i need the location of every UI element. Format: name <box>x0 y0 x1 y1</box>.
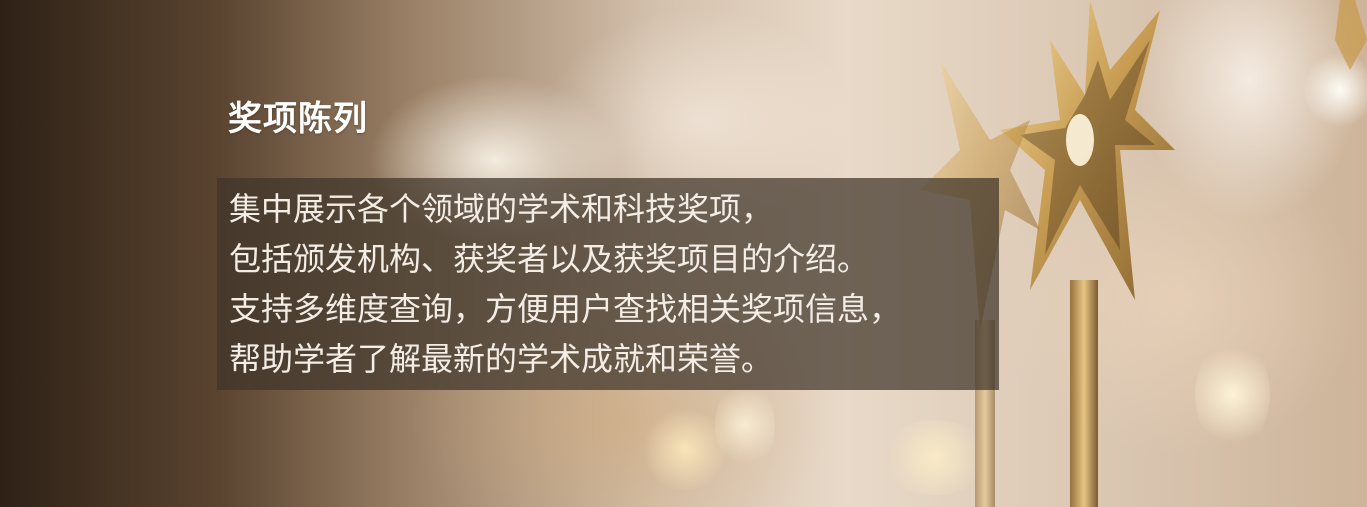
bokeh-light <box>640 410 730 490</box>
description-line: 帮助学者了解最新的学术成就和荣誉。 <box>229 340 774 378</box>
bokeh-light <box>1195 340 1270 450</box>
star-trophy-icon <box>1335 0 1367 70</box>
star-trophy-icon <box>920 0 1175 507</box>
description-line: 集中展示各个领域的学术和科技奖项， <box>229 190 774 228</box>
description-line: 包括颁发机构、获奖者以及获奖项目的介绍。 <box>229 240 870 278</box>
description-line: 支持多维度查询，方便用户查找相关奖项信息， <box>229 290 902 328</box>
bokeh-light <box>715 380 775 470</box>
description-panel: 集中展示各个领域的学术和科技奖项， 包括颁发机构、获奖者以及获奖项目的介绍。 支… <box>217 178 999 390</box>
section-title: 奖项陈列 <box>228 99 368 139</box>
